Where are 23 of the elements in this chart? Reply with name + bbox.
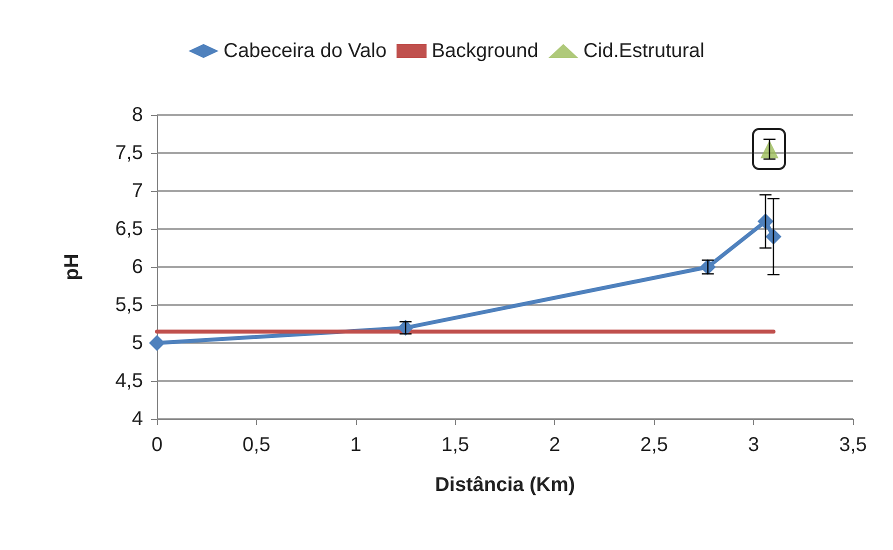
- x-tick-label: 3,5: [839, 434, 867, 456]
- legend-label: Cid.Estrutural: [583, 40, 704, 62]
- y-tick-label: 8: [132, 104, 143, 126]
- y-tick-label: 5,5: [115, 294, 143, 316]
- x-tick-label: 2: [549, 434, 560, 456]
- x-tick-label: 2,5: [640, 434, 668, 456]
- legend-label: Background: [432, 40, 538, 62]
- x-axis-title: Distância (Km): [434, 474, 576, 496]
- point: [149, 335, 165, 351]
- x-tick-label: 0: [151, 434, 163, 456]
- x-tick-label: 1,5: [441, 434, 470, 456]
- x-tick-label: 0,5: [242, 434, 270, 456]
- y-tick-label: 7: [132, 180, 143, 202]
- y-tick-label: 5: [132, 332, 143, 354]
- y-axis-title: pH: [61, 254, 83, 280]
- y-tick-label: 4,5: [115, 370, 143, 392]
- x-tick-label: 1: [350, 434, 362, 456]
- y-tick-label: 6: [132, 256, 143, 278]
- x-tick-label: 3: [748, 434, 760, 456]
- y-tick-label: 6,5: [115, 218, 143, 240]
- y-tick-label: 4: [132, 408, 143, 430]
- y-tick-label: 7,5: [115, 142, 143, 164]
- legend-label: Cabeceira do Valo: [224, 40, 387, 62]
